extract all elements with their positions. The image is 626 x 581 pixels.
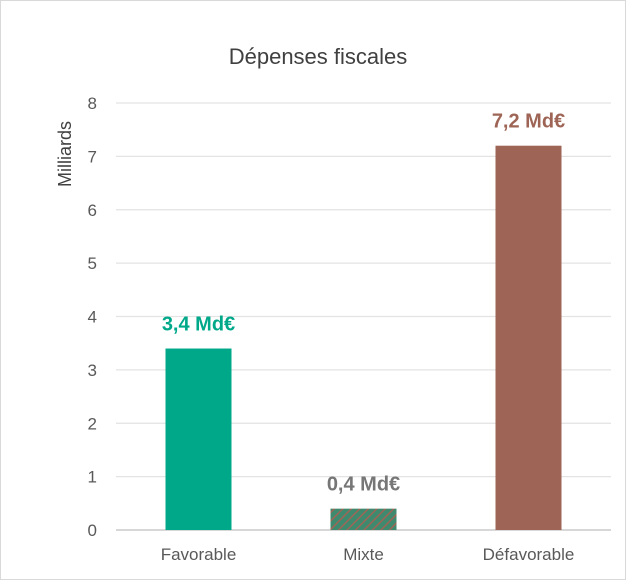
x-tick-labels: Favorable Mixte Défavorable (161, 545, 575, 564)
y-tick-label: 7 (88, 147, 97, 166)
y-tick-label: 4 (88, 308, 97, 327)
y-tick-label: 5 (88, 254, 97, 273)
bar-favorable (165, 348, 232, 530)
y-tick-label: 1 (88, 468, 97, 487)
chart-title: Dépenses fiscales (229, 44, 408, 69)
y-tick-label: 6 (88, 201, 97, 220)
data-labels: 3,4 Md€ 0,4 Md€ 7,2 Md€ (162, 111, 565, 496)
y-tick-labels: 0 1 2 3 4 5 6 7 8 (88, 94, 97, 540)
y-tick-label: 8 (88, 94, 97, 113)
y-tick-label: 2 (88, 414, 97, 433)
x-tick-label: Favorable (161, 545, 237, 564)
data-label: 7,2 Md€ (492, 111, 565, 133)
bars (165, 145, 562, 530)
x-tick-label: Mixte (343, 545, 384, 564)
y-tick-label: 0 (88, 521, 97, 540)
y-axis-label: Milliards (55, 121, 75, 187)
bar-mixte (330, 508, 397, 530)
x-tick-label: Défavorable (483, 545, 575, 564)
bar-défavorable (495, 145, 562, 530)
y-tick-label: 3 (88, 361, 97, 380)
data-label: 3,4 Md€ (162, 314, 235, 336)
data-label: 0,4 Md€ (327, 474, 400, 496)
